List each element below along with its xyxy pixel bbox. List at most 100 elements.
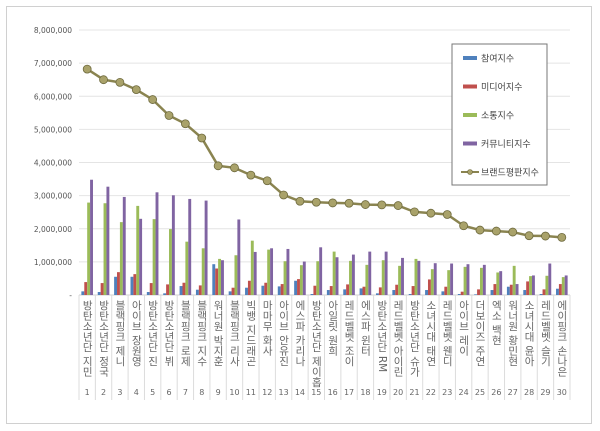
bar-1-11 [264,282,268,295]
x-rank-label: 29 [540,388,550,397]
bar-1-8 [215,268,219,295]
bar-2-26 [512,265,516,295]
bar-3-13 [302,261,306,295]
x-rank-label: 28 [524,388,534,397]
bar-2-21 [430,269,434,295]
x-category-label: 에스파 카리나 [294,300,306,367]
y-tick-label: 4,000,000 [34,159,72,168]
y-tick-label: 7,000,000 [34,59,72,68]
bar-2-4 [152,219,156,295]
x-category-label: 레드벨벳 아이린 [392,300,404,377]
bar-1-3 [133,274,137,295]
line-point-12 [279,190,288,200]
x-category-label: 에스파 윈터 [359,300,371,357]
bar-1-23 [460,291,464,295]
bar-3-11 [270,248,274,295]
x-rank-label: 24 [459,388,469,397]
bar-2-18 [381,260,385,295]
line-point-3 [131,85,141,95]
bar-3-18 [384,251,388,295]
bar-3-3 [139,218,143,295]
bar-2-7 [201,248,205,295]
x-rank-label: 2 [101,388,106,397]
line-point-10 [246,170,256,180]
x-category-label: 아이브 안유진 [278,300,290,366]
line-point-0 [82,64,92,74]
y-tick-label: 3,000,000 [34,192,72,201]
y-tick-label: 8,000,000 [34,26,72,35]
x-rank-label: 8 [199,388,204,397]
y-tick-label: 5,000,000 [34,125,72,134]
x-rank-label: 22 [426,388,436,397]
bar-0-23 [457,294,461,295]
bar-3-20 [417,260,421,295]
legend-label: 참여지수 [481,53,514,65]
x-rank-label: 23 [442,388,452,397]
x-rank-label: 17 [344,388,354,397]
bar-0-1 [97,292,101,295]
line-point-18 [377,200,387,210]
bar-2-14 [316,261,320,295]
bar-2-22 [447,270,451,295]
x-rank-label: 12 [262,388,272,397]
bar-0-9 [228,291,232,295]
x-category-label: 방탄소년단 지민 [81,300,93,377]
x-category-label: 방탄소년단 슈가 [409,300,421,378]
bar-1-10 [247,280,251,295]
bar-2-12 [283,261,287,295]
x-rank-label: 27 [508,388,518,397]
bar-1-22 [444,286,448,295]
bar-3-6 [188,198,192,295]
bar-0-20 [408,294,412,295]
x-rank-label: 16 [328,388,338,397]
line-point-16 [344,198,354,208]
bar-2-16 [349,260,352,295]
x-rank-label: 30 [557,388,567,397]
bar-0-3 [130,276,134,295]
x-rank-label: 5 [150,388,155,397]
bar-2-28 [545,275,549,295]
bar-2-1 [103,203,107,295]
line-point-23 [459,221,469,231]
bar-2-24 [479,267,483,295]
bar-0-27 [523,290,527,295]
bar-2-13 [299,265,303,295]
y-tick-label: 6,000,000 [34,92,72,101]
line-point-21 [426,208,436,218]
x-category-label: 마마무 화사 [261,300,273,357]
bar-1-25 [493,284,497,295]
bar-0-26 [506,286,510,295]
bar-2-27 [529,276,532,295]
x-rank-label: 21 [409,388,419,397]
line-point-28 [541,231,550,241]
x-rank-label: 6 [166,388,171,397]
bar-0-21 [425,290,428,295]
bar-1-16 [346,284,350,295]
x-rank-label: 9 [216,388,221,397]
bar-3-19 [401,257,404,295]
bar-0-29 [556,288,559,295]
bar-3-7 [204,200,208,295]
bar-0-8 [212,264,216,295]
line-point-14 [311,197,321,207]
y-tick-label: - [69,291,72,300]
legend-marker [467,169,473,175]
x-category-label: 블랙핑크 제니 [114,300,126,367]
bar-0-4 [146,292,150,295]
bar-3-27 [531,275,535,295]
bar-1-21 [427,279,431,295]
bar-1-6 [182,282,186,295]
bar-2-11 [267,249,271,295]
bar-3-4 [155,192,159,295]
bar-1-15 [329,286,333,295]
line-point-11 [262,176,272,186]
bar-3-25 [499,271,503,295]
x-rank-label: 14 [295,388,305,397]
x-rank-label: 11 [246,388,256,397]
legend-label: 소통지수 [481,111,514,122]
bar-3-12 [286,248,290,295]
bar-2-20 [414,258,418,295]
bar-3-29 [564,275,568,295]
x-category-label: 방탄소년단 RM [376,300,388,372]
line-point-9 [230,163,239,173]
